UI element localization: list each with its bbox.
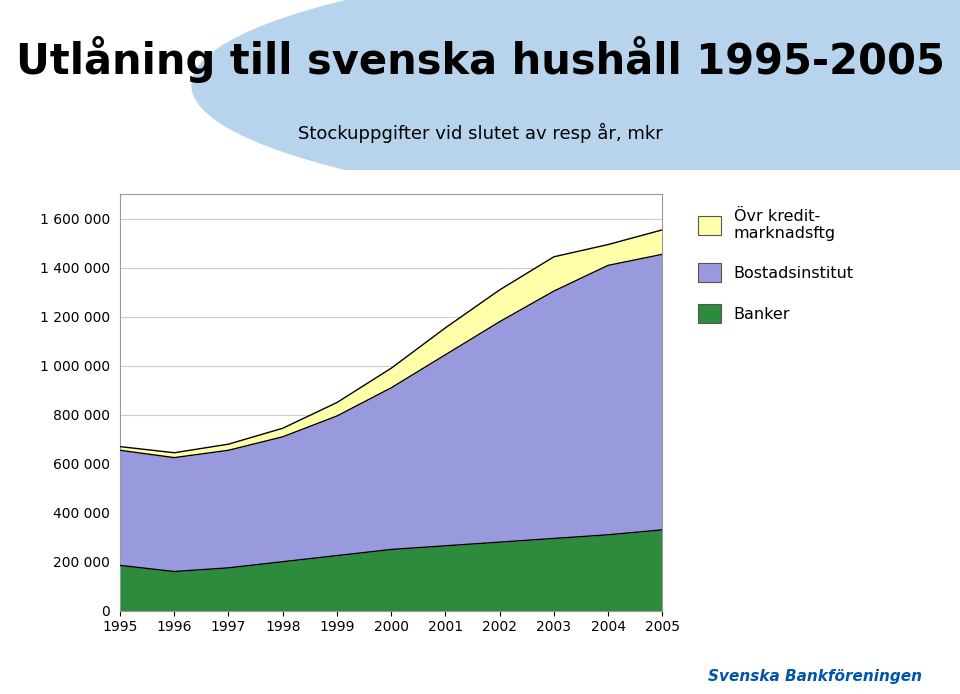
Text: Stockuppgifter vid slutet av resp år, mkr: Stockuppgifter vid slutet av resp år, mk… bbox=[298, 123, 662, 143]
Text: Utlåning till svenska hushåll 1995-2005: Utlåning till svenska hushåll 1995-2005 bbox=[15, 36, 945, 83]
Legend: Övr kredit-
marknadsftg, Bostadsinstitut, Banker: Övr kredit- marknadsftg, Bostadsinstitut… bbox=[692, 203, 860, 329]
Text: Svenska Bankföreningen: Svenska Bankföreningen bbox=[708, 668, 922, 684]
Circle shape bbox=[192, 0, 960, 230]
